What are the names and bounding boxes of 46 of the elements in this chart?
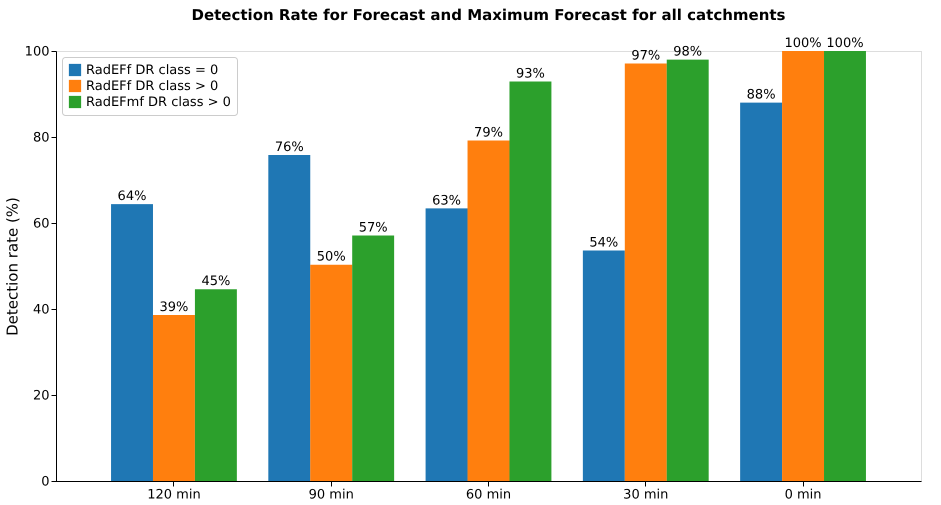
- y-tick-label: 100: [24, 44, 50, 60]
- bar: [111, 204, 153, 481]
- legend-label: RadEFmf DR class > 0: [86, 95, 231, 110]
- data-label: 63%: [432, 193, 462, 208]
- bar: [740, 102, 782, 481]
- data-label: 93%: [516, 66, 545, 82]
- y-tick-label: 20: [32, 388, 50, 404]
- bar: [666, 60, 709, 481]
- bar: [152, 315, 195, 481]
- y-tick-label: 60: [32, 216, 50, 232]
- x-tick-label: 120 min: [147, 488, 201, 502]
- data-label: 54%: [589, 236, 618, 251]
- bar: [352, 235, 394, 481]
- legend-label: RadEFf DR class > 0: [86, 79, 218, 94]
- data-label: 64%: [118, 189, 146, 204]
- bar: [582, 250, 625, 481]
- chart-title: Detection Rate for Forecast and Maximum Forecast for all catchments: [192, 6, 786, 24]
- data-label: 98%: [673, 44, 702, 60]
- bar: [782, 51, 824, 481]
- data-label: 100%: [826, 36, 864, 51]
- x-tick-label: 90 min: [308, 488, 354, 502]
- y-tick-label: 0: [41, 474, 50, 490]
- data-label: 88%: [746, 88, 776, 103]
- x-tick-label: 0 min: [784, 488, 822, 502]
- bar: [824, 51, 866, 481]
- bar: [468, 140, 510, 481]
- legend-label: RadEFf DR class = 0: [86, 63, 218, 78]
- bar: [509, 82, 552, 481]
- data-label: 97%: [631, 48, 660, 64]
- bar: [194, 289, 237, 481]
- data-label: 57%: [358, 220, 388, 236]
- y-axis-title: Detection rate (%): [4, 197, 22, 336]
- bar: [310, 264, 352, 481]
- bar: [268, 155, 310, 481]
- y-tick-label: 40: [32, 302, 50, 318]
- y-tick-label: 80: [32, 130, 50, 146]
- data-label: 100%: [784, 36, 822, 51]
- bar: [624, 63, 667, 481]
- data-label: 50%: [316, 250, 346, 265]
- data-label: 79%: [474, 125, 503, 140]
- bar: [426, 208, 468, 481]
- x-tick-label: 30 min: [623, 488, 668, 502]
- data-label: 39%: [160, 300, 188, 316]
- data-label: 45%: [201, 274, 230, 290]
- data-label: 76%: [274, 140, 304, 156]
- x-tick-label: 60 min: [466, 488, 512, 502]
